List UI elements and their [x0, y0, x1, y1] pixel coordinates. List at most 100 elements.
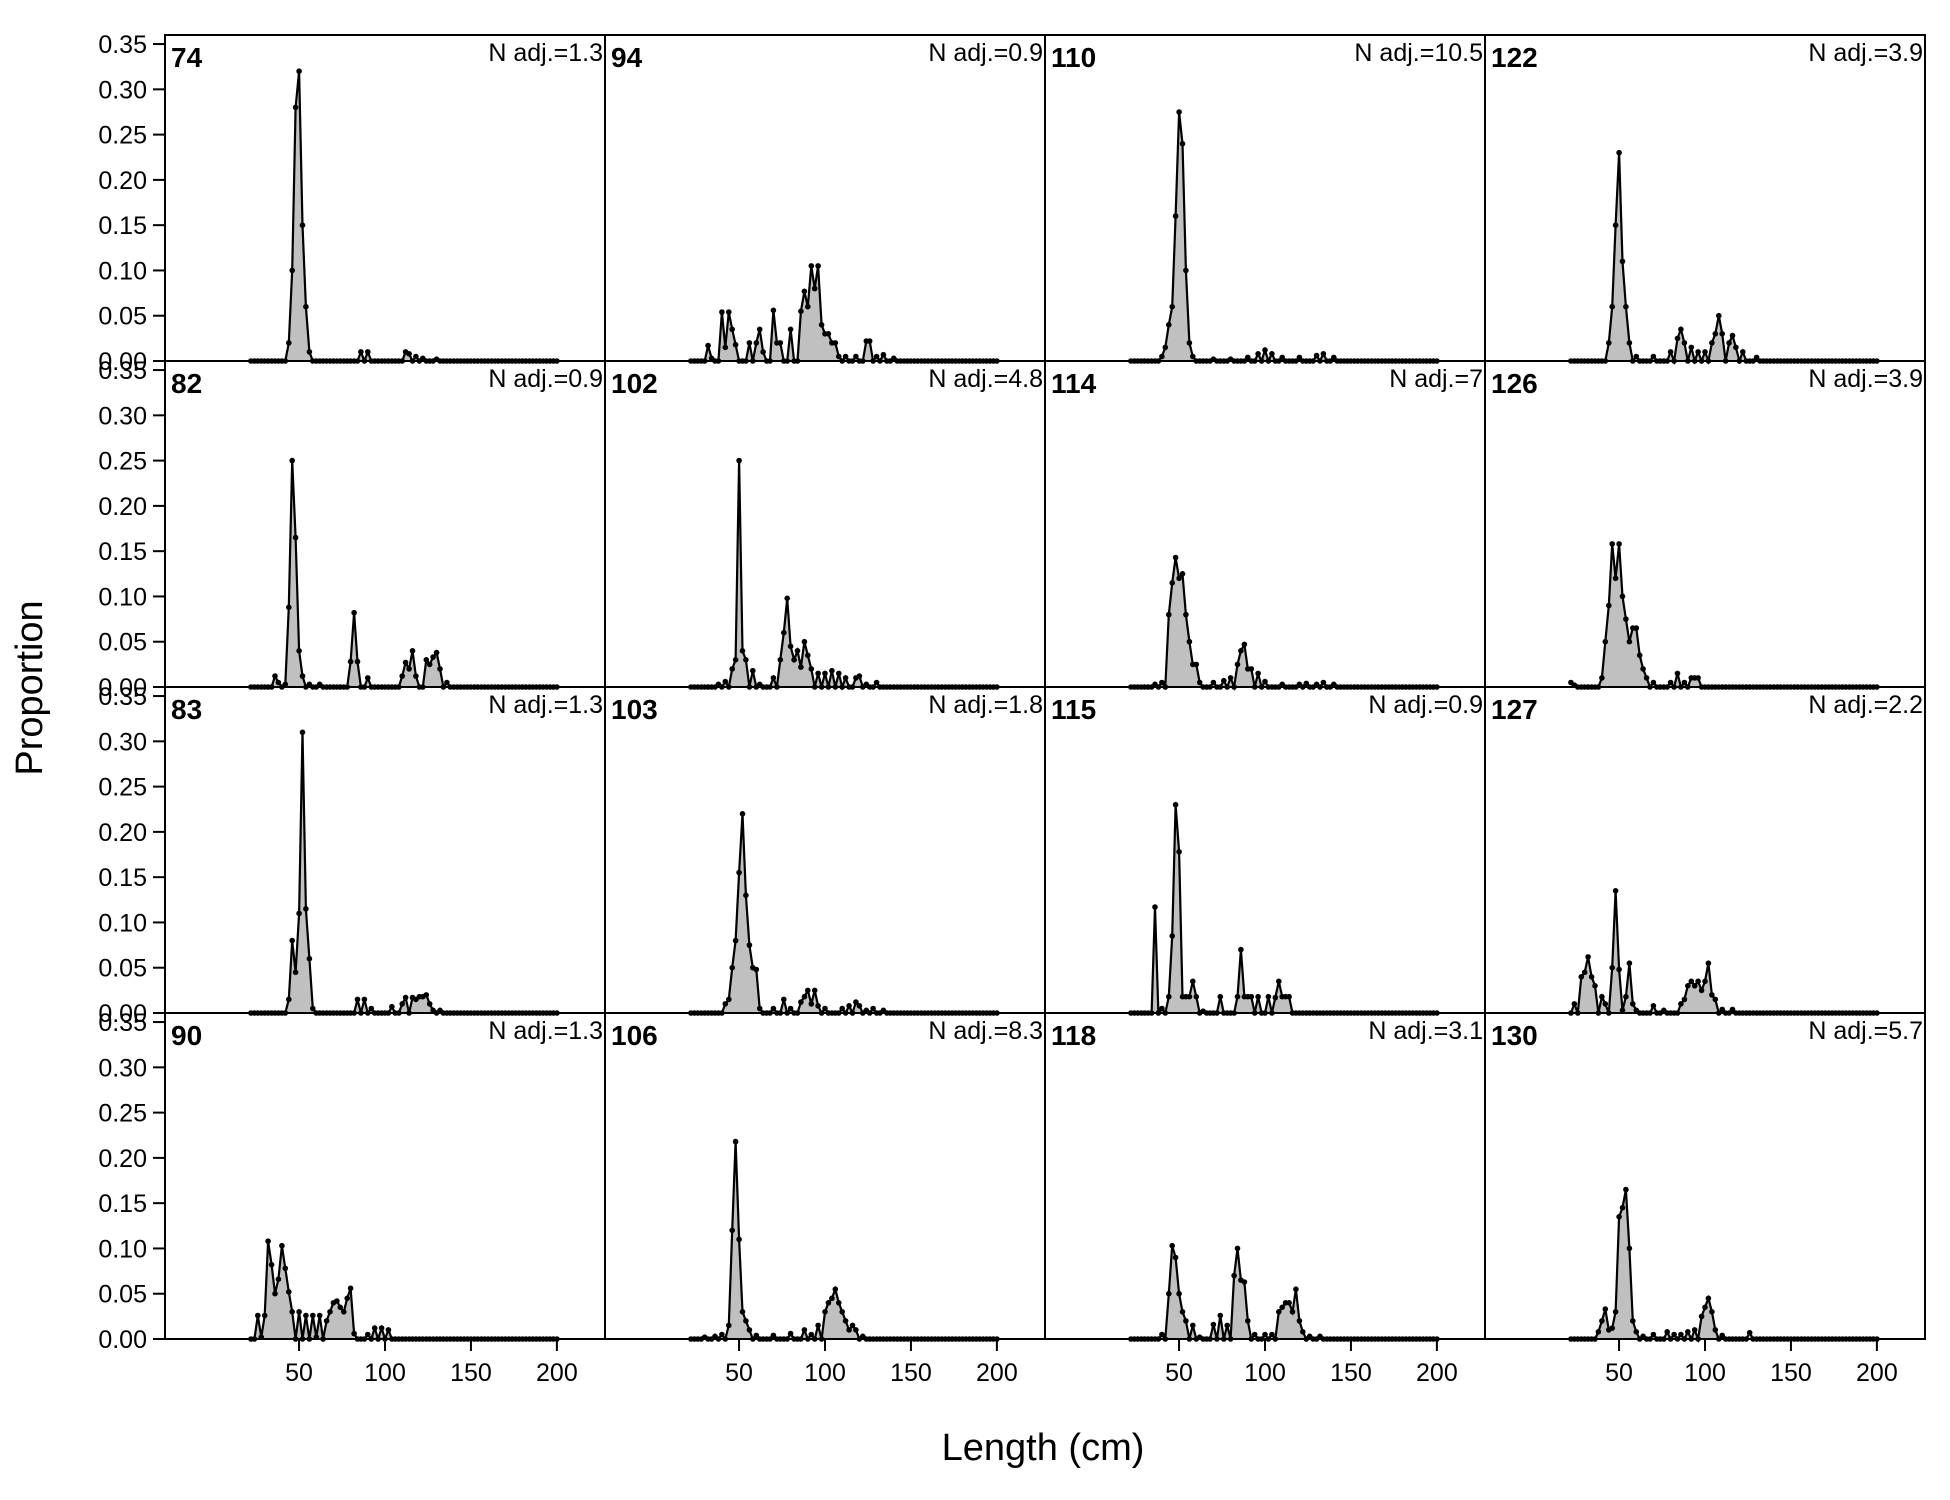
panel-frame [1484, 686, 1926, 1014]
data-point [856, 1003, 863, 1009]
data-point [1691, 1327, 1698, 1333]
panel-94: 94 N adj.=0.9 [604, 34, 1046, 364]
panel-frame [604, 686, 1046, 1014]
data-point [296, 68, 302, 74]
data-point [736, 457, 742, 464]
panel-id-label: 74 [171, 42, 203, 73]
data-point [1685, 983, 1691, 989]
data-point [1255, 351, 1261, 357]
data-point [1169, 303, 1175, 310]
data-point [784, 595, 790, 602]
y-tick-label: 0.35 [98, 31, 147, 59]
data-point [282, 1265, 289, 1272]
data-point [825, 331, 832, 337]
panel-id-label: 82 [171, 368, 202, 399]
panel-id-label: 83 [171, 694, 202, 725]
x-tick-label: 200 [976, 1359, 1018, 1387]
data-point [286, 996, 292, 1003]
data-point [1251, 1331, 1258, 1338]
y-tick-label: 0.20 [98, 819, 147, 847]
data-point [365, 349, 371, 355]
data-point [1667, 349, 1674, 355]
data-point [409, 648, 416, 654]
data-point [805, 303, 811, 310]
data-point [781, 629, 787, 636]
n-adj-label: N adj.=1.3 [488, 39, 603, 67]
data-point [1162, 344, 1169, 351]
data-point [1612, 888, 1619, 894]
data-point [853, 1327, 859, 1333]
data-point [873, 679, 880, 686]
data-point [801, 638, 808, 645]
data-point [1664, 1329, 1670, 1335]
data-point [351, 1330, 357, 1337]
data-point [746, 340, 753, 346]
data-point [849, 1322, 856, 1329]
data-point [753, 966, 760, 973]
data-point [736, 869, 742, 876]
data-point [1633, 625, 1640, 631]
data-point [1691, 983, 1698, 989]
data-point [310, 1005, 316, 1012]
data-point [1709, 992, 1715, 998]
data-point [351, 609, 357, 616]
panel-frame [604, 34, 1046, 362]
data-point [1585, 954, 1591, 960]
y-tick-label: 0.15 [98, 538, 147, 566]
x-tick-label: 100 [804, 1359, 846, 1387]
data-point [1234, 661, 1241, 668]
y-tick-label: 0.00 [98, 348, 147, 376]
data-point [316, 1312, 323, 1319]
data-point [1712, 996, 1719, 1003]
panel-id-label: 94 [611, 42, 643, 73]
data-point [1176, 109, 1182, 115]
data-point [1712, 331, 1719, 337]
distribution-area [1130, 1245, 1437, 1339]
data-point [1633, 353, 1640, 360]
y-tick-label: 0.00 [98, 1326, 147, 1354]
data-point [1221, 677, 1227, 684]
distribution-area [1130, 804, 1437, 1013]
data-point [1331, 354, 1337, 361]
data-point [787, 1330, 794, 1337]
data-point [1169, 580, 1175, 586]
data-point [365, 675, 371, 681]
data-point [1303, 680, 1310, 687]
data-point [1320, 351, 1327, 357]
data-point [815, 1322, 821, 1329]
data-point [296, 910, 302, 917]
data-point [1702, 1304, 1708, 1311]
panel-130: 130 N adj.=5.7 [1484, 1012, 1926, 1344]
data-point [361, 996, 368, 1003]
data-point [1702, 978, 1708, 985]
data-point [1245, 354, 1251, 361]
data-point [1166, 611, 1172, 618]
data-point [1681, 679, 1688, 686]
data-point [832, 340, 839, 346]
data-point [739, 1309, 746, 1315]
data-point [1193, 993, 1200, 1000]
data-point [310, 1312, 316, 1319]
data-point [1643, 675, 1650, 681]
panel-103: 103 N adj.=1.8 [604, 686, 1046, 1017]
data-point [344, 1295, 351, 1302]
data-point [729, 964, 735, 971]
data-point [399, 673, 406, 679]
data-point [1186, 638, 1193, 645]
data-point [1224, 1322, 1230, 1329]
x-tick-label: 100 [364, 1359, 406, 1387]
data-point [1606, 602, 1612, 609]
data-point [426, 661, 433, 668]
panel-115: 115 N adj.=0.9 [1044, 686, 1486, 1017]
data-point [279, 1242, 285, 1249]
data-point [1179, 1309, 1186, 1315]
panel-id-label: 130 [1491, 1020, 1538, 1051]
data-point [303, 906, 309, 912]
data-point [289, 457, 296, 464]
data-point [805, 652, 811, 659]
data-point [753, 340, 760, 346]
data-point [347, 658, 354, 665]
data-point [805, 987, 811, 994]
data-point [815, 670, 821, 677]
data-point [1234, 993, 1241, 1000]
